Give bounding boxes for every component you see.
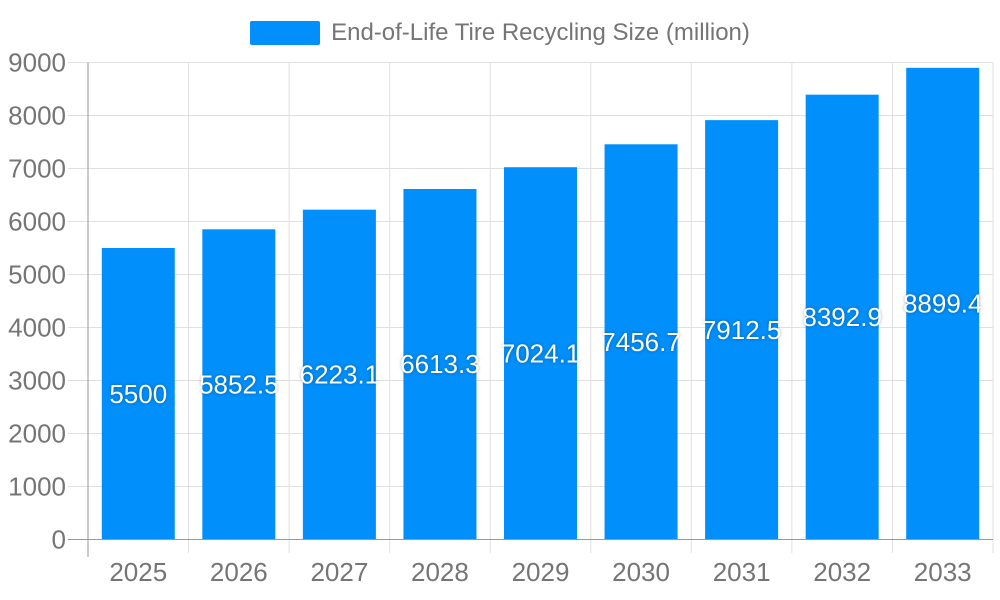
legend-swatch-icon [250, 21, 321, 45]
bar-value-label: 7024.1 [501, 338, 581, 368]
y-axis-tick-label: 4000 [8, 313, 66, 343]
bar-2028[interactable] [403, 188, 477, 540]
bar-2026[interactable] [202, 229, 276, 540]
bar-value-label: 7912.5 [702, 315, 782, 345]
bar-2025[interactable] [101, 248, 175, 540]
bar-2033[interactable] [906, 67, 980, 540]
x-axis-tick-label: 2028 [411, 557, 469, 587]
x-axis-tick-label: 2026 [210, 557, 268, 587]
bar-2029[interactable] [504, 167, 577, 540]
bar-2032[interactable] [805, 94, 879, 540]
x-axis-tick-label: 2029 [512, 557, 570, 587]
y-axis-tick-label: 6000 [8, 207, 66, 237]
bar-2030[interactable] [604, 144, 678, 540]
y-axis-tick-label: 8000 [8, 101, 66, 131]
x-axis-tick-label: 2025 [109, 557, 167, 587]
y-axis-tick-label: 7000 [8, 154, 66, 184]
bar-value-label: 7456.7 [601, 327, 681, 357]
y-axis-tick-label: 1000 [8, 472, 66, 502]
x-axis-tick-label: 2033 [914, 557, 972, 587]
bar-2031[interactable] [705, 120, 779, 540]
x-axis-tick-label: 2030 [612, 557, 670, 587]
bar-2027[interactable] [302, 209, 376, 540]
x-axis-tick-label: 2027 [310, 557, 368, 587]
bar-value-label: 5500 [109, 379, 167, 409]
y-axis-tick-label: 0 [52, 525, 66, 555]
y-axis-tick-label: 3000 [8, 366, 66, 396]
bar-value-label: 8899.4 [903, 289, 983, 319]
x-axis-tick-label: 2031 [713, 557, 771, 587]
y-axis-tick-label: 5000 [8, 260, 66, 290]
bar-value-label: 6223.1 [300, 360, 380, 390]
bar-value-label: 8392.9 [802, 302, 882, 332]
bar-value-label: 6613.3 [400, 349, 480, 379]
legend-item[interactable]: End-of-Life Tire Recycling Size (million… [0, 19, 1000, 46]
y-axis-tick-label: 9000 [8, 48, 66, 78]
bar-value-label: 5852.5 [199, 369, 279, 399]
x-axis-tick-label: 2032 [813, 557, 871, 587]
y-axis-tick-label: 2000 [8, 419, 66, 449]
legend-label: End-of-Life Tire Recycling Size (million… [331, 19, 750, 46]
